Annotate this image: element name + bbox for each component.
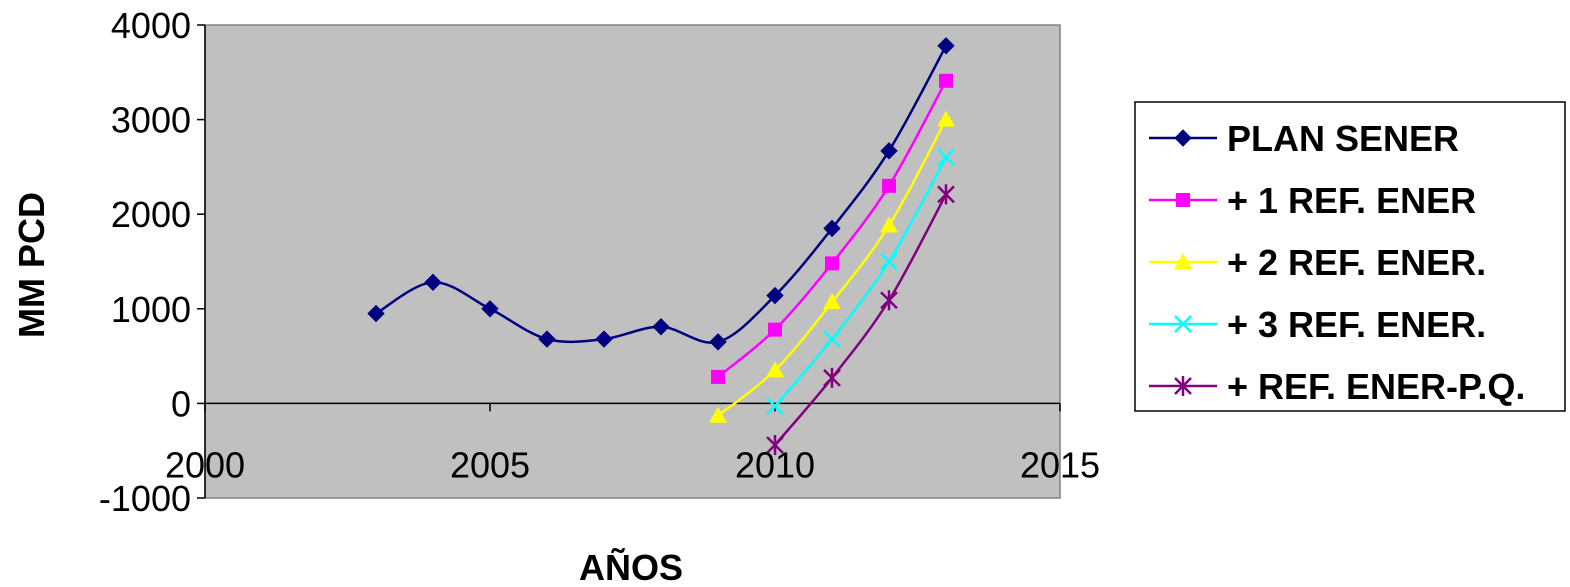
series-4 <box>766 148 955 416</box>
y-tick-label: 2000 <box>111 194 191 235</box>
legend-item: PLAN SENER <box>1149 118 1459 159</box>
data-point <box>424 273 442 292</box>
data-point <box>768 322 782 337</box>
data-point <box>823 367 841 388</box>
data-point <box>825 256 839 271</box>
legend-marker <box>1174 315 1192 333</box>
y-tick-label: -1000 <box>99 478 191 519</box>
x-tick-label: 2010 <box>735 444 815 485</box>
data-point <box>652 318 670 336</box>
series-line <box>375 45 948 345</box>
plot-area <box>204 24 1061 499</box>
y-tick-label: 1000 <box>111 289 191 330</box>
legend-marker <box>1174 376 1192 396</box>
data-point <box>937 184 955 205</box>
data-point <box>367 304 385 323</box>
data-point <box>481 300 499 318</box>
data-point <box>939 73 953 88</box>
data-point <box>823 330 841 348</box>
series-5 <box>766 184 955 456</box>
data-point <box>711 369 725 384</box>
data-point <box>766 397 784 416</box>
legend-label: + 1 REF. ENER <box>1227 180 1476 221</box>
legend-item: + 1 REF. ENER <box>1149 180 1476 221</box>
legend-item: + 2 REF. ENER. <box>1149 242 1486 283</box>
series-3 <box>709 110 955 423</box>
data-series <box>367 37 955 456</box>
data-point <box>538 330 556 348</box>
x-tick-label: 2005 <box>450 444 530 485</box>
data-point <box>880 252 898 271</box>
data-point <box>595 330 613 348</box>
x-axis-title: AÑOS <box>579 546 683 587</box>
y-tick-label: 0 <box>171 383 191 424</box>
legend-marker <box>1176 193 1190 207</box>
data-point <box>880 142 898 160</box>
y-tick-label: 3000 <box>111 100 191 141</box>
data-point <box>937 148 955 167</box>
series-1 <box>367 37 955 351</box>
data-point <box>882 178 896 193</box>
data-point <box>937 37 955 55</box>
data-point <box>766 286 784 305</box>
data-point <box>880 290 898 311</box>
tick-labels: -1000 0 1000 2000 3000 4000 2000 2005 2010 2015 <box>99 5 1100 519</box>
data-point <box>937 110 955 127</box>
legend-label: + 3 REF. ENER. <box>1227 304 1486 345</box>
series-line <box>774 156 948 408</box>
x-tick-label: 2000 <box>165 444 245 485</box>
data-point <box>823 219 841 238</box>
legend-item: + REF. ENER-P.Q. <box>1149 366 1525 407</box>
series-2 <box>711 73 953 384</box>
data-point <box>709 333 727 351</box>
data-point <box>766 361 784 378</box>
data-point <box>880 216 898 233</box>
legend-box <box>1134 101 1566 412</box>
legend-label: PLAN SENER <box>1227 118 1459 159</box>
legend-label: + REF. ENER-P.Q. <box>1227 366 1525 407</box>
y-axis-title: MM PCD <box>11 192 52 338</box>
legend-marker <box>1174 253 1192 269</box>
legend-marker <box>1174 129 1192 147</box>
x-tick-label: 2015 <box>1020 444 1100 485</box>
y-tick-label: 4000 <box>111 5 191 46</box>
data-point <box>709 406 727 423</box>
series-line <box>774 193 948 446</box>
legend-item: + 3 REF. ENER. <box>1149 304 1486 345</box>
legend-label: + 2 REF. ENER. <box>1227 242 1486 283</box>
plot-background <box>204 24 1061 499</box>
data-point <box>823 293 841 310</box>
data-point <box>766 435 784 456</box>
legend: PLAN SENER + 1 REF. ENER + 2 REF. ENER. + 3… <box>1134 101 1566 412</box>
